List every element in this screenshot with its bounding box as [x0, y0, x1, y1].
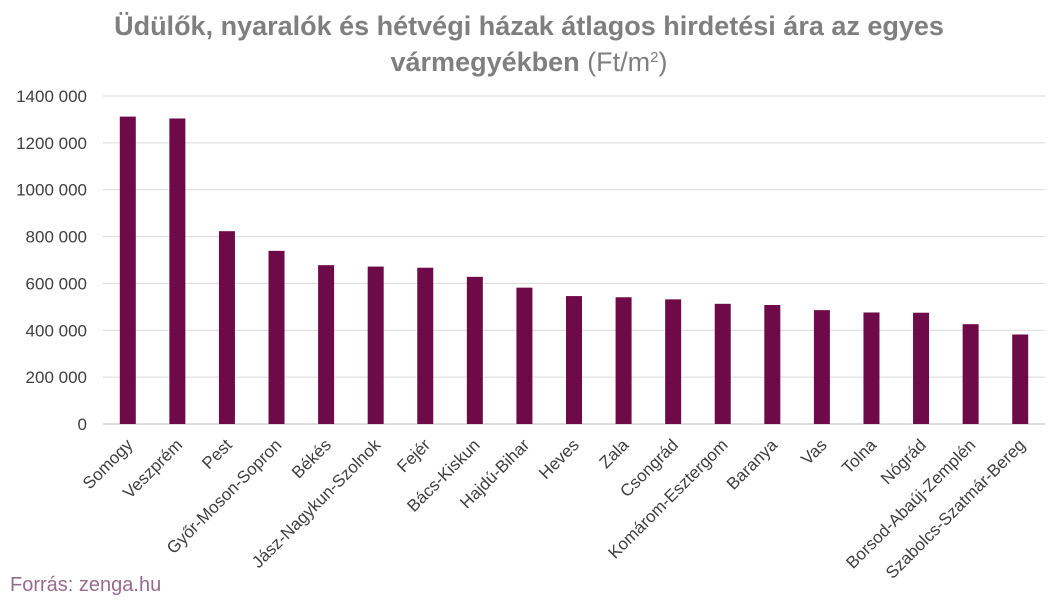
bar: [466, 276, 483, 424]
source-note: Forrás: zenga.hu: [10, 574, 162, 596]
bar: [962, 324, 979, 424]
y-tick-label: 1400 000: [16, 87, 87, 106]
bars: [119, 116, 1029, 425]
title-unit: (Ft/m2): [587, 47, 668, 77]
x-tick-label: Pest: [198, 435, 236, 473]
bar: [1012, 334, 1029, 424]
bar: [119, 116, 136, 425]
y-tick-label: 1200 000: [16, 134, 87, 153]
chart-title: Üdülők, nyaralók és hétvégi házak átlago…: [0, 8, 1058, 80]
y-tick-label: 800 000: [26, 228, 87, 247]
y-tick-label: 400 000: [26, 321, 87, 340]
title-line-2: vármegyékben: [390, 47, 580, 77]
bar: [714, 303, 731, 424]
bar: [764, 304, 781, 424]
bar: [417, 267, 434, 424]
x-tick-label: Fejér: [393, 435, 434, 476]
x-tick-label: Vas: [797, 435, 830, 468]
bar: [268, 250, 285, 424]
y-tick-label: 1000 000: [16, 181, 87, 200]
y-tick-label: 0: [78, 415, 87, 434]
bar: [318, 265, 335, 424]
y-tick-label: 200 000: [26, 368, 87, 387]
bar: [516, 287, 533, 424]
bar: [813, 310, 830, 424]
bar: [367, 266, 384, 424]
bar: [615, 297, 632, 424]
bar: [863, 312, 880, 424]
y-axis: 0 200 000 400 000 600 000 800 000 1000 000 120…: [16, 87, 87, 434]
bar: [169, 118, 186, 425]
bar: [218, 231, 235, 424]
title-line-1: Üdülők, nyaralók és hétvégi házak átlago…: [114, 11, 944, 41]
bar: [566, 296, 582, 424]
bar: [913, 312, 930, 424]
x-tick-label: Heves: [535, 435, 583, 483]
bar: [665, 299, 682, 424]
x-tick-label: Békés: [288, 435, 335, 482]
x-tick-label: Tolna: [838, 435, 881, 478]
x-tick-label: Baranya: [723, 435, 782, 494]
x-tick-label: Zala: [596, 435, 633, 472]
y-tick-label: 600 000: [26, 274, 87, 293]
